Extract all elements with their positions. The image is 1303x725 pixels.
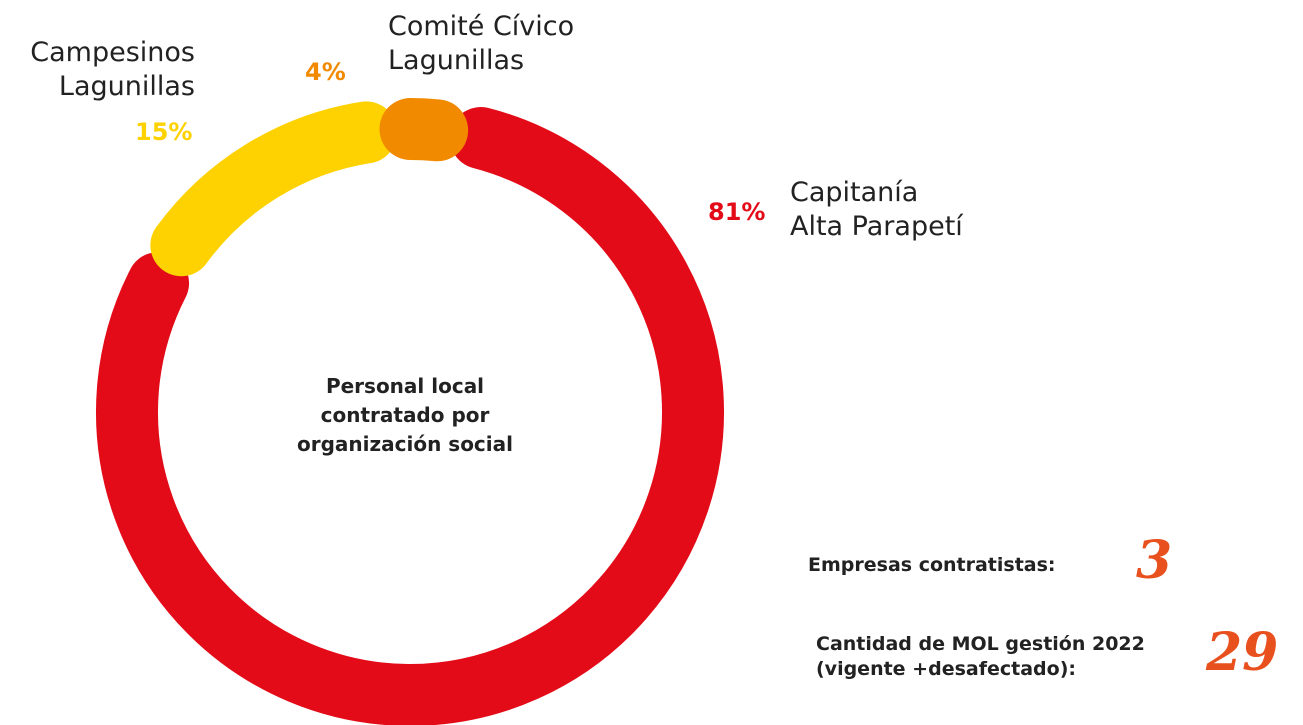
value-label: 4% (305, 58, 346, 86)
stat-value: 3 (1136, 530, 1173, 591)
stat-label: Empresas contratistas: (808, 554, 1056, 576)
stat-value: 29 (1206, 622, 1279, 683)
center-text: Personal local contratado por organizaci… (296, 374, 513, 456)
category-label: Capitanía Alta Parapetí (790, 177, 963, 242)
category-label: Comité Cívico Lagunillas (388, 11, 575, 76)
value-label: 81% (708, 198, 766, 226)
donut-segment (150, 101, 398, 277)
stat-label: Cantidad de MOL gestión 2022 (vigente +d… (816, 633, 1145, 680)
donut-segment (96, 107, 724, 725)
category-label: Campesinos Lagunillas (30, 37, 195, 102)
donut-segment (379, 98, 469, 162)
value-label: 15% (135, 118, 193, 146)
